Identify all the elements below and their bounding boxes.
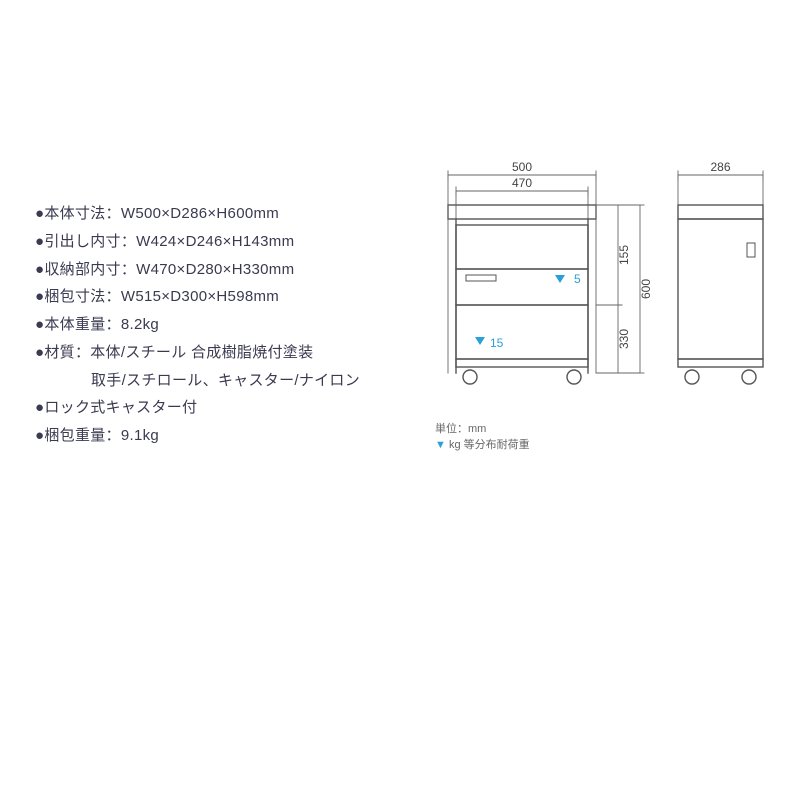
unit-label: 単位：mm <box>435 420 530 436</box>
svg-text:600: 600 <box>639 279 653 299</box>
spec-row: ●梱包寸法：W515×D300×H598mm <box>35 283 360 311</box>
svg-text:15: 15 <box>490 336 504 350</box>
dimension-diagram: 500 470 5 15 286 155 330 600 <box>430 160 780 460</box>
spec-row: ●収納部内寸：W470×D280×H330mm <box>35 256 360 284</box>
spec-row: ●引出し内寸：W424×D246×H143mm <box>35 228 360 256</box>
spec-row-sub: 取手/スチロール、キャスター/ナイロン <box>35 367 360 395</box>
spec-row: ●ロック式キャスター付 <box>35 394 360 422</box>
spec-row: ●梱包重量：9.1kg <box>35 422 360 450</box>
spec-row: ●材質：本体/スチール 合成樹脂焼付塗装 <box>35 339 360 367</box>
svg-text:5: 5 <box>574 272 581 286</box>
spec-list: ●本体寸法：W500×D286×H600mm●引出し内寸：W424×D246×H… <box>35 200 360 450</box>
svg-text:470: 470 <box>512 176 532 190</box>
svg-text:330: 330 <box>617 329 631 349</box>
load-marker-legend: ▼ kg 等分布耐荷重 <box>435 436 530 452</box>
spec-row: ●本体寸法：W500×D286×H600mm <box>35 200 360 228</box>
diagram-legend: 単位：mm ▼ kg 等分布耐荷重 <box>435 420 530 452</box>
spec-row: ●本体重量：8.2kg <box>35 311 360 339</box>
svg-text:286: 286 <box>710 160 730 174</box>
triangle-icon: ▼ <box>435 439 446 451</box>
svg-text:155: 155 <box>617 245 631 265</box>
svg-text:500: 500 <box>512 160 532 174</box>
